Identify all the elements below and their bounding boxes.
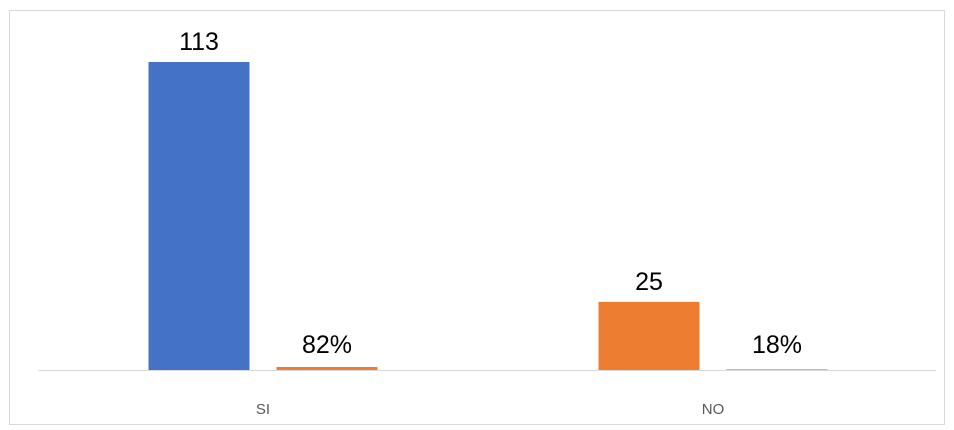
data-label-count-no: 25 xyxy=(635,268,663,296)
data-label-count-si: 113 xyxy=(179,28,219,56)
bars-layer xyxy=(148,62,828,370)
data-label-percent-no: 18% xyxy=(752,331,802,359)
bar-count-si xyxy=(148,62,250,370)
bar-percent-no xyxy=(726,369,828,370)
labels-layer: 113 82% SI 25 18% NO xyxy=(179,28,802,418)
data-label-percent-si: 82% xyxy=(302,331,352,359)
x-tick-label-si: SI xyxy=(256,401,270,418)
bar-count-no xyxy=(598,301,700,370)
x-tick-label-no: NO xyxy=(702,401,725,418)
bar-percent-si xyxy=(276,367,378,370)
